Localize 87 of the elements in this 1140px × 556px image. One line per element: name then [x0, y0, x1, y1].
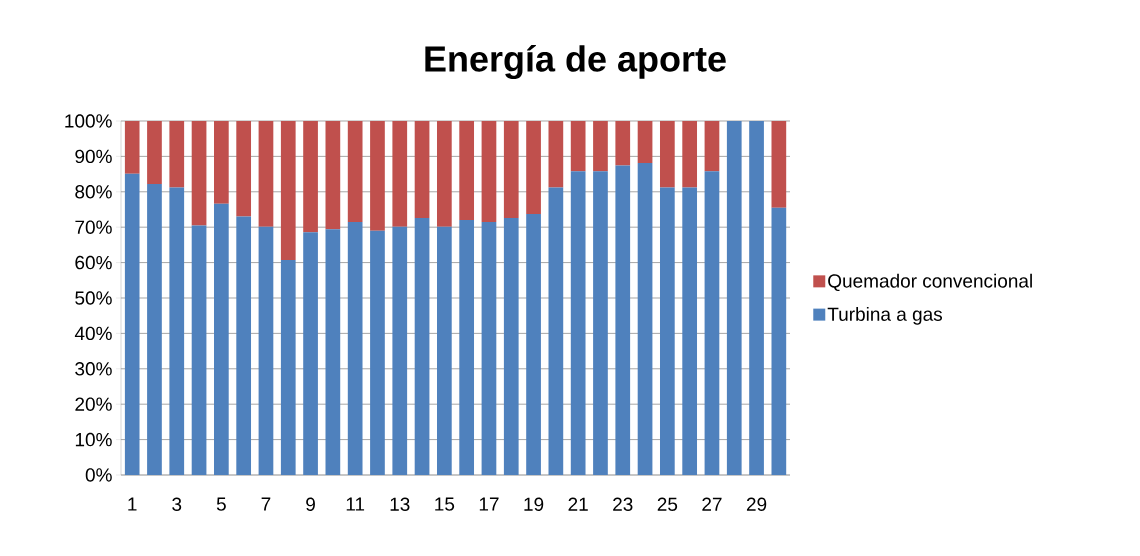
bar	[503, 217, 519, 475]
bar	[682, 187, 698, 475]
y-tick-label: 20%	[75, 397, 112, 411]
bar	[214, 120, 229, 204]
bar	[236, 120, 252, 217]
x-tick-label: 3	[172, 497, 182, 511]
bar	[704, 171, 720, 475]
bar	[191, 120, 207, 226]
x-tick-label: 21	[568, 497, 588, 511]
bar	[593, 120, 608, 172]
bar	[124, 173, 140, 475]
bar	[325, 229, 341, 475]
y-tick-label: 10%	[75, 432, 112, 447]
bar	[370, 120, 385, 231]
x-tick-label: 9	[306, 497, 315, 511]
bar	[392, 226, 408, 475]
y-tick-label: 60%	[75, 255, 112, 270]
bar	[303, 232, 318, 475]
x-tick-label: 5	[216, 497, 226, 511]
y-tick-label: 70%	[75, 220, 112, 234]
bar	[548, 120, 564, 188]
bar	[637, 120, 653, 164]
bar	[526, 120, 541, 215]
bar	[414, 120, 430, 218]
bar	[370, 230, 385, 475]
bar	[704, 120, 720, 172]
bar	[303, 120, 318, 233]
bar	[437, 226, 452, 475]
bar	[147, 184, 162, 475]
bar	[771, 207, 787, 475]
bar	[347, 221, 363, 475]
x-tick-label: 25	[657, 497, 678, 511]
y-tick-label: 90%	[75, 149, 112, 164]
y-tick-label: 80%	[75, 185, 112, 199]
x-tick-label: 17	[479, 497, 499, 511]
x-tick-label: 23	[613, 497, 633, 511]
bar	[570, 171, 586, 475]
x-tick-label: 13	[390, 497, 410, 511]
legend-label: Quemador convencional	[828, 273, 1032, 292]
bar	[660, 120, 675, 188]
bar	[771, 120, 787, 208]
bar	[347, 120, 363, 222]
bar	[258, 120, 274, 227]
y-tick-label: 30%	[75, 362, 112, 376]
chart-title: Energía de aporte	[425, 44, 726, 79]
bar	[481, 120, 497, 222]
bar	[459, 220, 475, 475]
bar	[615, 120, 631, 166]
bar	[660, 187, 675, 475]
bar	[147, 120, 162, 184]
bar	[615, 165, 631, 475]
x-tick-label: 11	[346, 497, 365, 511]
bar	[459, 120, 475, 221]
bar	[503, 120, 519, 218]
bar	[570, 120, 586, 172]
bar	[325, 120, 341, 230]
bar	[191, 225, 207, 475]
x-tick-label: 1	[128, 497, 137, 511]
bar	[214, 203, 229, 475]
y-tick-label: 100%	[65, 114, 112, 128]
bar	[258, 226, 274, 475]
bar	[749, 120, 764, 475]
bar	[437, 120, 452, 227]
x-tick-label: 7	[261, 497, 271, 511]
y-tick-label: 40%	[74, 326, 112, 341]
y-tick-label: 50%	[75, 291, 112, 305]
bar	[280, 260, 296, 475]
legend-label: Turbina a gas	[827, 306, 943, 325]
x-tick-label: 19	[524, 497, 544, 511]
bar	[548, 187, 564, 475]
bar	[169, 120, 185, 188]
bar	[593, 171, 608, 475]
bar	[236, 216, 252, 475]
bar	[682, 120, 698, 188]
bar	[481, 221, 497, 475]
x-tick-label: 15	[435, 497, 455, 511]
x-tick-label: 29	[746, 497, 767, 511]
y-tick-label: 0%	[85, 468, 112, 482]
bar	[637, 163, 653, 475]
bar	[169, 187, 185, 475]
bar	[726, 120, 742, 475]
bar	[414, 217, 430, 475]
bar	[526, 214, 541, 475]
x-tick-label: 27	[702, 497, 722, 511]
bar	[392, 120, 408, 227]
bar	[280, 120, 296, 261]
bar	[124, 120, 140, 174]
